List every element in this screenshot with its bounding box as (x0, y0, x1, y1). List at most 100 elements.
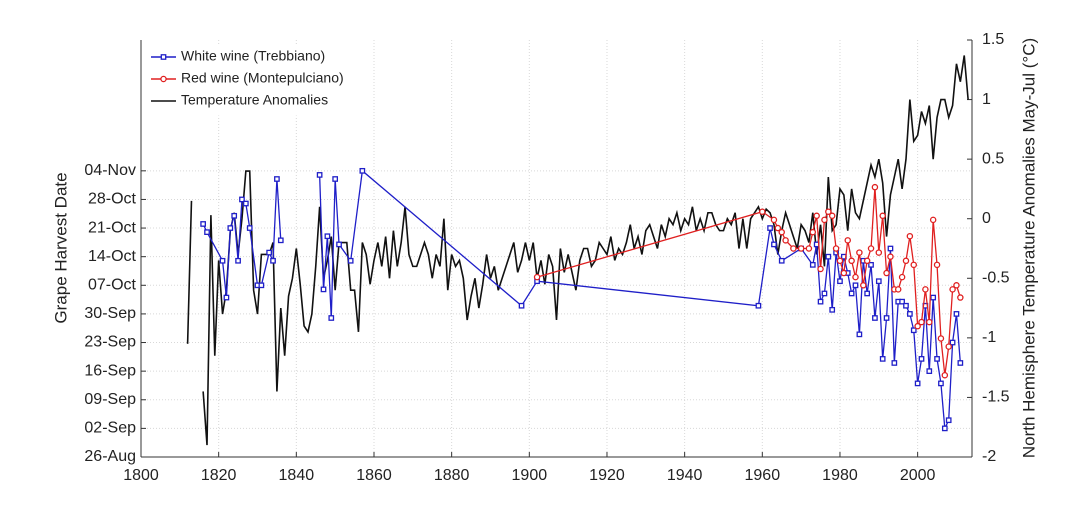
y-tick-label: 26-Aug (84, 448, 136, 465)
data-point (533, 273, 541, 281)
data-point (902, 257, 910, 265)
data-point (953, 311, 960, 317)
x-tick-label: 1980 (822, 467, 858, 484)
y-tick-label: 02-Sep (84, 420, 136, 437)
data-point (771, 241, 777, 248)
data-point (332, 176, 339, 182)
y-tick-label: 21-Oct (88, 219, 137, 236)
data-point (270, 257, 276, 264)
data-point (829, 306, 836, 313)
data-point (863, 257, 871, 265)
y-tick-label: 16-Sep (84, 362, 136, 379)
data-point (918, 318, 925, 326)
x-tick-label: 1920 (589, 467, 625, 484)
data-point (821, 216, 828, 224)
series-line (186, 55, 969, 446)
data-point (926, 318, 933, 326)
y2-tick-label: 1 (982, 91, 991, 108)
data-point (770, 216, 778, 224)
data-point (887, 253, 894, 260)
data-point (899, 298, 905, 305)
y2-tick-label: -1.5 (982, 389, 1010, 406)
legend-marker (160, 75, 167, 83)
data-point (957, 294, 964, 301)
data-point (949, 286, 956, 293)
data-point (227, 225, 234, 231)
data-point (848, 257, 855, 265)
data-point (941, 371, 949, 379)
y-tick-label: 30-Sep (84, 305, 136, 322)
data-point (879, 212, 886, 220)
data-point (879, 356, 886, 362)
x-tick-label: 1860 (356, 467, 392, 484)
data-point (359, 167, 366, 174)
y2-tick-label: -2 (982, 448, 996, 465)
data-point (767, 225, 773, 231)
data-point (953, 282, 960, 289)
data-point (320, 286, 327, 293)
x-tick-label: 1900 (512, 467, 548, 484)
data-point (891, 360, 898, 366)
y-axis-label: Grape Harvest Date (51, 172, 70, 323)
data-point (774, 224, 782, 232)
data-point (907, 311, 913, 317)
data-point (200, 221, 206, 227)
data-point (898, 273, 906, 281)
data-point (934, 356, 940, 362)
y2-tick-label: -0.5 (982, 270, 1010, 287)
legend-label: White wine (Trebbiano) (181, 48, 325, 64)
data-point (223, 294, 230, 301)
data-point (848, 290, 855, 297)
data-point (809, 228, 817, 236)
data-point (872, 315, 878, 321)
data-point (825, 208, 832, 215)
data-point (918, 356, 925, 362)
data-point (949, 339, 956, 346)
data-point (914, 322, 921, 330)
data-point (871, 183, 879, 191)
data-point (910, 327, 917, 334)
data-point (832, 245, 840, 252)
data-point (906, 232, 914, 240)
data-point (868, 262, 874, 268)
data-point (328, 315, 335, 321)
data-point (821, 290, 828, 297)
x-tick-label: 1960 (745, 467, 781, 484)
x-tick-label: 1800 (123, 467, 159, 484)
data-point (938, 380, 944, 387)
data-point (274, 176, 280, 182)
data-point (914, 380, 921, 387)
data-point (852, 273, 859, 281)
data-point (813, 212, 820, 220)
data-point (518, 302, 525, 309)
data-point (809, 262, 816, 268)
data-point (790, 245, 797, 252)
data-point (887, 245, 894, 252)
y-tick-label: 14-Oct (88, 248, 137, 265)
data-point (883, 315, 890, 321)
data-point (840, 269, 848, 277)
data-point (856, 249, 863, 256)
data-point (258, 282, 265, 289)
legend-label: Temperature Anomalies (181, 92, 328, 108)
x-tick-label: 1880 (434, 467, 470, 484)
data-point (910, 261, 918, 269)
y-tick-label: 09-Sep (84, 391, 136, 408)
data-point (316, 172, 323, 178)
x-tick-label: 1840 (279, 467, 315, 484)
data-point (778, 228, 785, 236)
data-point (930, 294, 937, 301)
data-point (836, 257, 844, 265)
data-point (929, 216, 937, 224)
y2-tick-label: 0.5 (982, 150, 1004, 167)
data-point (347, 257, 354, 264)
data-point (828, 212, 836, 220)
data-point (242, 200, 249, 207)
data-point (336, 241, 342, 248)
y2-tick-label: 0 (982, 210, 991, 227)
y2-tick-label: 1.5 (982, 31, 1004, 48)
data-point (266, 249, 272, 256)
data-point (875, 278, 882, 285)
